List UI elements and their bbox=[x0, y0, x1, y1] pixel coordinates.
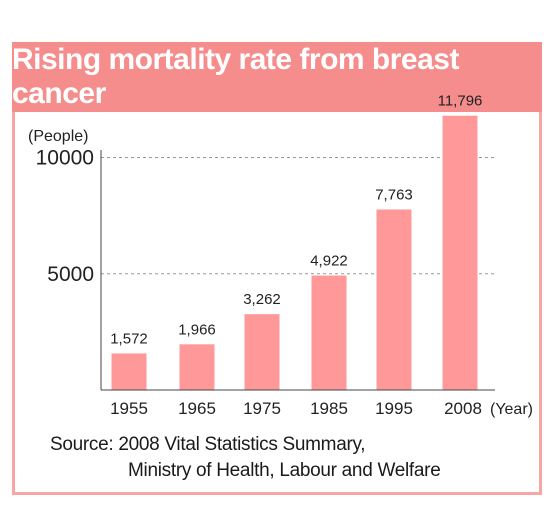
source-line-1: Source: 2008 Vital Statistics Summary, bbox=[50, 434, 366, 455]
bar bbox=[179, 344, 215, 390]
x-axis-label: (Year) bbox=[490, 401, 533, 418]
chart-title: Rising mortality rate from breast cancer bbox=[12, 43, 459, 110]
bar bbox=[442, 115, 478, 391]
x-tick-label: 1985 bbox=[310, 399, 348, 418]
y-tick-label: 5000 bbox=[47, 263, 94, 286]
x-tick-label: 1995 bbox=[375, 399, 413, 418]
y-axis-label: (People) bbox=[28, 128, 88, 145]
bar bbox=[376, 209, 412, 390]
y-tick-label: 10000 bbox=[36, 147, 94, 170]
bar bbox=[111, 353, 147, 390]
bar-value-label: 1,966 bbox=[178, 321, 216, 338]
bar-value-label: 7,763 bbox=[375, 187, 413, 204]
bar-value-label: 3,262 bbox=[243, 291, 281, 308]
bar bbox=[311, 275, 347, 390]
title-bar: Rising mortality rate from breast cancer bbox=[12, 42, 542, 112]
x-tick-label: 1975 bbox=[243, 399, 281, 418]
bar-value-label: 11,796 bbox=[438, 93, 483, 110]
source-line-2: Ministry of Health, Labour and Welfare bbox=[128, 460, 441, 481]
x-tick-label: 2008 bbox=[444, 399, 482, 418]
bar bbox=[244, 314, 280, 390]
source-note: Source: 2008 Vital Statistics Summary, M… bbox=[50, 432, 441, 484]
x-tick-label: 1955 bbox=[110, 399, 148, 418]
bar-value-label: 1,572 bbox=[110, 330, 148, 347]
x-tick-label: 1965 bbox=[178, 399, 216, 418]
bar-value-label: 4,922 bbox=[310, 253, 348, 270]
